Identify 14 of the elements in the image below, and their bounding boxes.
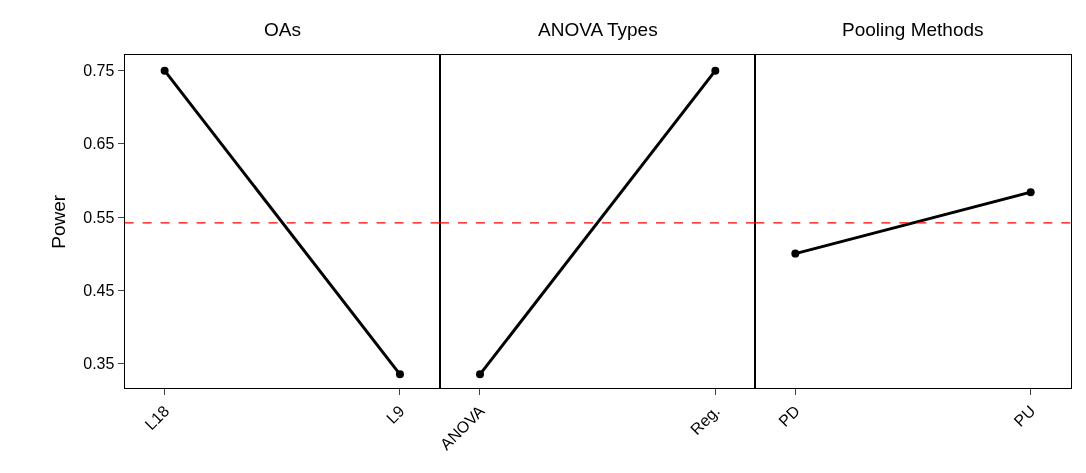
y-tick-label: 0.75 — [83, 62, 115, 80]
chart-title: ANOVA Types — [538, 19, 658, 40]
y-tick-label: 0.65 — [83, 135, 115, 153]
y-axis-title: Power — [48, 194, 70, 249]
chart-title: Pooling Methods — [842, 19, 984, 40]
x-tick-label: L9 — [383, 402, 408, 427]
x-tick-label: L18 — [141, 402, 173, 434]
chart-title: OAs — [264, 19, 301, 40]
y-tick-label: 0.35 — [83, 354, 115, 372]
x-tick-label: Reg. — [687, 402, 724, 439]
y-tick-label: 0.45 — [83, 281, 115, 299]
x-tick-label: PU — [1010, 402, 1039, 430]
y-tick-label: 0.55 — [83, 208, 115, 226]
x-tick-label: PD — [775, 402, 804, 430]
